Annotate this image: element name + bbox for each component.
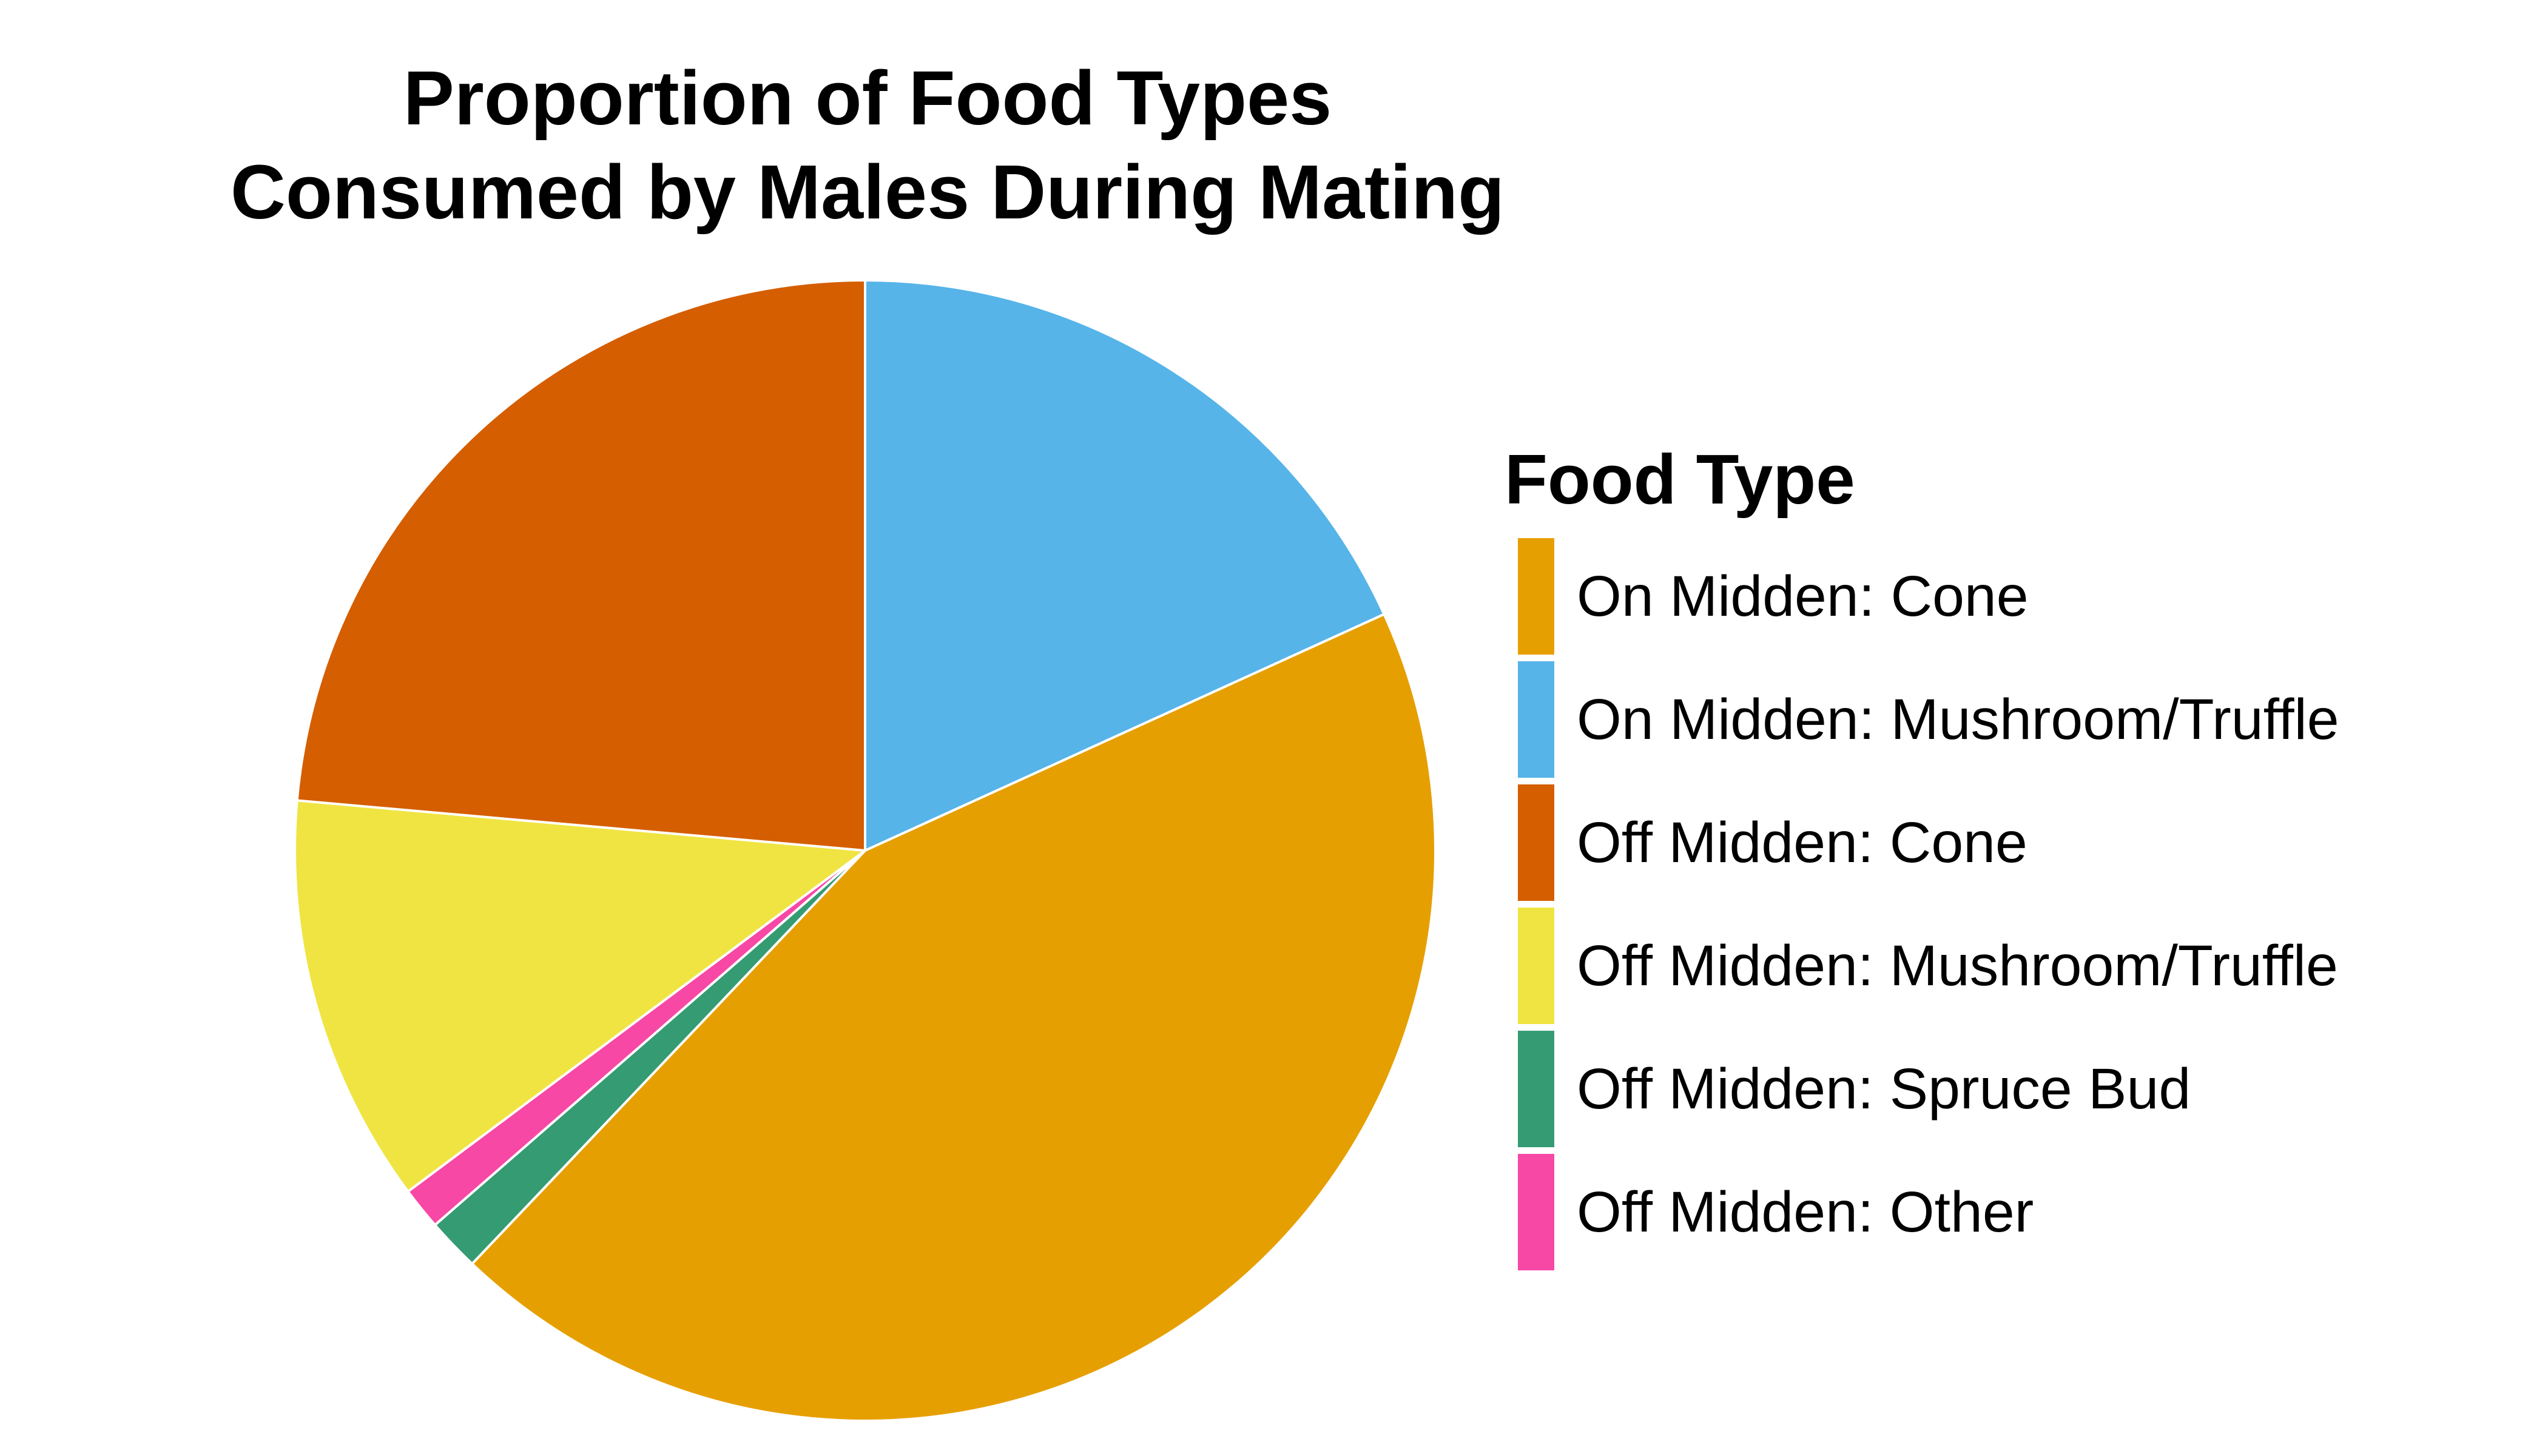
pie-slice-on-midden-mushroom-truffle <box>864 279 1386 852</box>
pie-slice-on-midden-cone <box>471 613 1437 1422</box>
legend-swatch <box>1515 1028 1557 1150</box>
legend-items: On Midden: Cone On Midden: Mushroom/Truff… <box>1515 536 2339 1273</box>
chart-title: Proportion of Food Types Consumed by Mal… <box>231 55 1505 235</box>
legend-item-on-midden-cone: On Midden: Cone <box>1515 536 2029 657</box>
chart-title-line-2: Consumed by Males During Mating <box>231 149 1505 235</box>
legend-swatch <box>1515 782 1557 903</box>
legend-swatch <box>1515 536 1557 657</box>
chart-title-line-1: Proportion of Food Types <box>403 55 1332 141</box>
legend-label: Off Midden: Spruce Bud <box>1577 1057 2191 1121</box>
legend-swatch <box>1515 905 1557 1026</box>
pie-slice-off-midden-mushroom-truffle <box>294 799 866 1193</box>
legend-item-off-midden-mushroom-truffle: Off Midden: Mushroom/Truffle <box>1515 905 2338 1026</box>
legend-label: On Midden: Cone <box>1577 564 2029 629</box>
legend-item-on-midden-mushroom-truffle: On Midden: Mushroom/Truffle <box>1515 659 2339 780</box>
legend-item-off-midden-other: Off Midden: Other <box>1515 1151 2034 1273</box>
pie-slices <box>294 279 1437 1422</box>
legend-swatch <box>1515 659 1557 780</box>
legend-swatch <box>1515 1151 1557 1273</box>
legend: Food Type On Midden: Cone On Midden: Mush… <box>1505 440 2339 1273</box>
legend-label: Off Midden: Mushroom/Truffle <box>1577 934 2338 998</box>
legend-title: Food Type <box>1505 440 1855 519</box>
legend-label: Off Midden: Cone <box>1577 811 2027 875</box>
pie-slice-off-midden-cone <box>295 279 866 852</box>
legend-item-off-midden-spruce-bud: Off Midden: Spruce Bud <box>1515 1028 2191 1150</box>
legend-label: Off Midden: Other <box>1577 1180 2034 1244</box>
legend-item-off-midden-cone: Off Midden: Cone <box>1515 782 2027 903</box>
legend-label: On Midden: Mushroom/Truffle <box>1577 687 2339 752</box>
